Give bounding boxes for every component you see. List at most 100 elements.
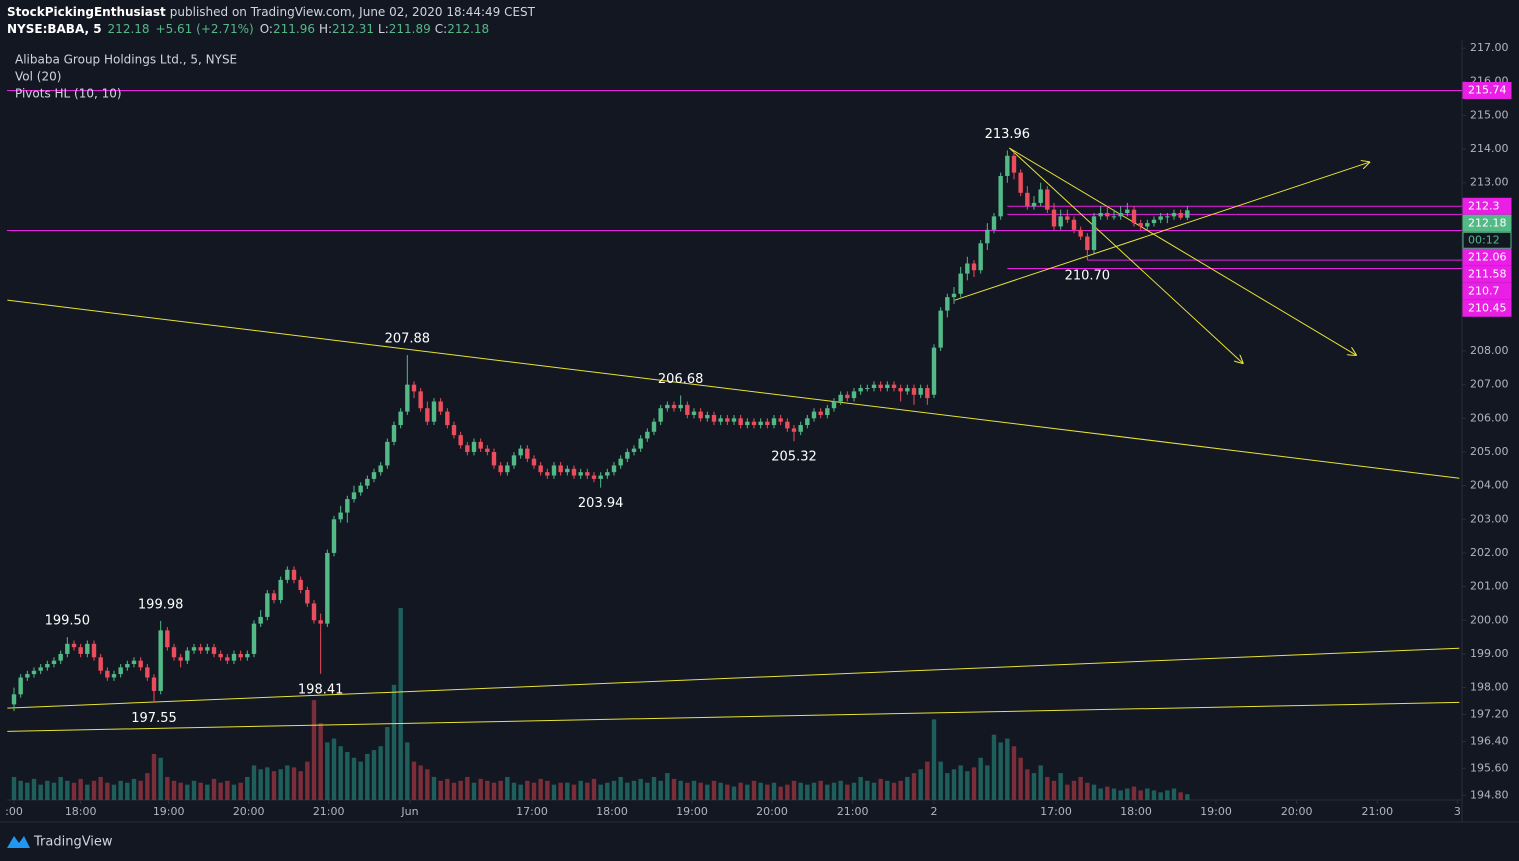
volume-bar [951, 769, 957, 800]
candle-body [565, 468, 570, 473]
volume-bar [1165, 790, 1170, 800]
volume-bar [378, 746, 383, 800]
volume-bar [385, 727, 390, 800]
volume-bar [711, 780, 717, 800]
volume-bar [605, 782, 610, 800]
c-value: 212.18 [447, 22, 489, 36]
candle-body [558, 465, 563, 473]
volume-bar [758, 782, 763, 800]
candle-body [705, 414, 710, 419]
ohlc-line: NYSE:BABA, 5 212.18 +5.61 (+2.71%) O:211.96… [7, 22, 489, 36]
volume-bar [865, 780, 870, 800]
volume-bar [71, 782, 77, 800]
candle-body [1031, 202, 1037, 207]
volume-bar [705, 784, 710, 800]
candle-body [1098, 213, 1103, 217]
candle-body [351, 492, 357, 500]
volume-legend: Vol (20) [15, 70, 61, 84]
candle-body [85, 643, 90, 654]
volume-bar [38, 784, 43, 800]
volume-bar [665, 773, 670, 800]
volume-bar [31, 778, 37, 800]
candle-body [338, 512, 343, 520]
pivot-label: 199.98 [138, 597, 184, 612]
volume-bar [691, 780, 697, 800]
volume-bar [791, 780, 797, 800]
volume-bar [1018, 757, 1023, 800]
candle-body [878, 384, 883, 389]
candle-body [271, 593, 277, 601]
price-box [1462, 197, 1512, 215]
price-box-label: 212.18 [1468, 216, 1507, 229]
x-tick-label: 21:00 [1361, 805, 1393, 818]
candle-body [278, 579, 283, 601]
x-tick-label: 2 [931, 805, 938, 818]
candle-body [345, 499, 350, 513]
volume-bar [971, 767, 977, 800]
volume-bar [1071, 780, 1077, 800]
volume-bar [931, 719, 937, 800]
candle-body [398, 411, 403, 426]
candle-body [45, 664, 50, 668]
y-tick-label: 208.00 [1470, 344, 1509, 357]
candle-body [425, 408, 430, 422]
price-box-label: 211.58 [1468, 267, 1507, 280]
candle-body [1105, 213, 1110, 217]
candle-body [411, 384, 417, 392]
candle-body [118, 667, 123, 675]
volume-bar [551, 784, 557, 800]
instrument-name: Alibaba Group Holdings Ltd., 5, NYSE [15, 53, 237, 67]
candle-body [605, 472, 610, 476]
volume-bar [858, 776, 863, 800]
price-box [1462, 265, 1512, 283]
volume-bar [698, 782, 703, 800]
c-label: C: [435, 22, 447, 36]
candle-body [938, 310, 943, 348]
o-label: O: [260, 22, 273, 36]
volume-bar [1025, 769, 1030, 800]
volume-bar [978, 757, 983, 800]
volume-bar [418, 765, 423, 800]
candle-body [845, 394, 850, 399]
volume-bar [1005, 738, 1010, 800]
volume-bar [51, 782, 57, 800]
candle-body [485, 448, 490, 452]
volume-bar [918, 769, 923, 800]
y-tick-label: 207.00 [1470, 378, 1509, 391]
candle-body [678, 404, 683, 409]
x-tick-label: 19:00 [676, 805, 708, 818]
volume-bar [511, 782, 517, 800]
candle-body [171, 647, 177, 658]
trend-line [954, 162, 1370, 301]
price-box [1462, 214, 1512, 232]
y-tick-label: 203.00 [1470, 512, 1509, 525]
candle-body [438, 401, 443, 412]
candle-body [571, 468, 577, 476]
volume-bar [1125, 788, 1130, 800]
candle-body [645, 431, 650, 439]
candle-body [1178, 213, 1183, 218]
volume-bar [1185, 794, 1190, 800]
volume-bar [271, 771, 277, 800]
price-box-label: 212.06 [1468, 250, 1507, 263]
volume-bar [391, 684, 397, 800]
candle-body [65, 643, 70, 654]
volume-bar [78, 778, 83, 800]
candle-body [71, 643, 77, 648]
y-tick-label: 196.40 [1470, 734, 1509, 747]
volume-bar [638, 778, 643, 800]
volume-bar [398, 608, 403, 800]
volume-bar [151, 753, 157, 800]
volume-bar [471, 782, 477, 800]
candle-body [638, 438, 643, 449]
candle-body [1085, 236, 1090, 251]
candle-body [1091, 216, 1097, 251]
candle-body [545, 472, 550, 476]
candle-body [191, 647, 197, 651]
x-tick-label: 20:00 [1281, 805, 1313, 818]
candle-body [785, 421, 790, 429]
volume-bar [558, 782, 563, 800]
volume-bar [1145, 788, 1150, 800]
volume-bar [1118, 790, 1123, 800]
price-box [1462, 299, 1512, 317]
